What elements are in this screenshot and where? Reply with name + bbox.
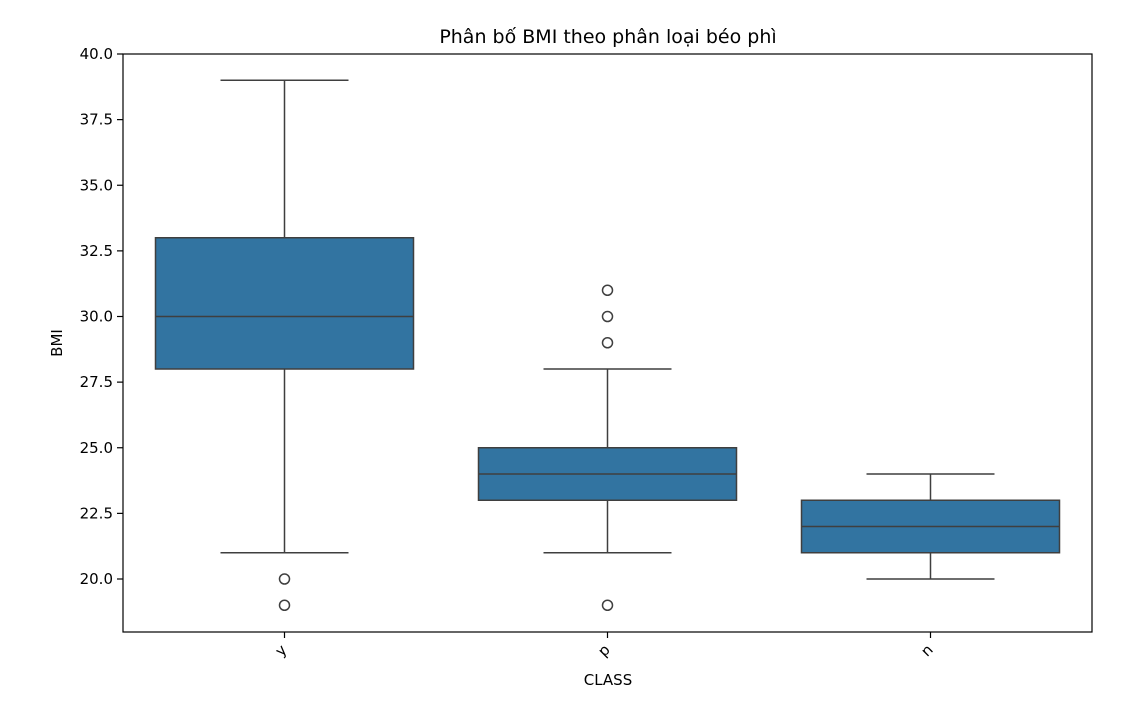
outlier-point <box>601 337 614 349</box>
plot-area <box>154 79 1061 611</box>
y-tick-label: 27.5 <box>80 373 113 391</box>
x-tick-label-y: y <box>271 641 290 660</box>
y-tick-label: 32.5 <box>80 242 113 260</box>
y-tick-label: 22.5 <box>80 504 113 522</box>
y-tick-label: 30.0 <box>80 308 113 326</box>
y-tick-label: 37.5 <box>80 111 113 129</box>
outlier-point <box>601 599 614 611</box>
y-tick-label: 35.0 <box>80 176 113 194</box>
box-iqr <box>154 237 415 370</box>
outlier-point <box>278 573 291 585</box>
box-p <box>477 284 738 611</box>
x-tick-label-p: p <box>594 641 613 660</box>
y-tick-label: 40.0 <box>80 45 113 63</box>
y-tick-label: 25.0 <box>80 439 113 457</box>
outlier-point <box>278 599 291 611</box>
y-axis: 20.0 22.5 25.0 27.5 30.0 32.5 35.0 37.5 40.0 <box>80 45 123 588</box>
y-axis-label: BMI <box>48 329 66 357</box>
outlier-point <box>601 310 614 323</box>
y-tick-label: 20.0 <box>80 570 113 588</box>
outlier-point <box>601 284 614 296</box>
box-y <box>154 79 415 611</box>
chart-title: Phân bố BMI theo phân loại béo phì <box>439 26 776 48</box>
box-n <box>800 473 1061 580</box>
x-tick-label-n: n <box>917 641 936 660</box>
x-axis-label: CLASS <box>584 671 632 689</box>
